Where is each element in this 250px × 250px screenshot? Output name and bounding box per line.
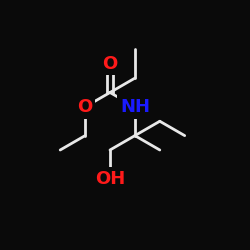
Text: O: O <box>78 98 93 116</box>
Text: NH: NH <box>120 98 150 116</box>
Text: OH: OH <box>95 170 125 188</box>
Text: O: O <box>102 55 118 73</box>
